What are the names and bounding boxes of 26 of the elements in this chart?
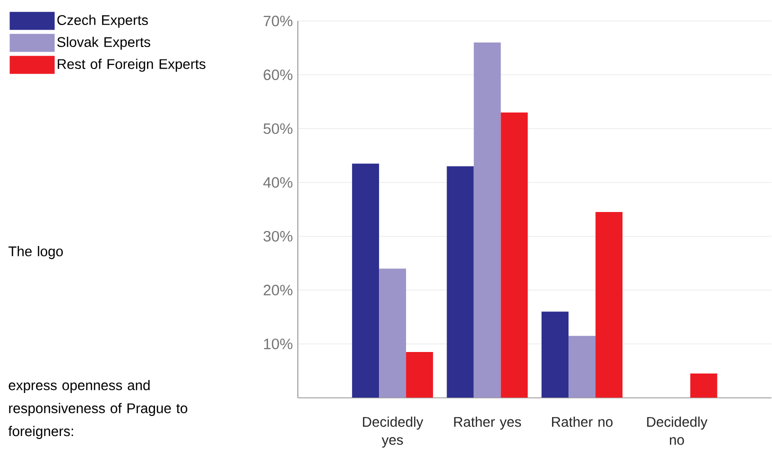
legend-label: Rest of Foreign Experts	[58, 58, 206, 72]
bar	[596, 212, 622, 398]
bar	[379, 268, 406, 398]
bar	[446, 166, 474, 398]
y-tick-label: 10%	[264, 338, 292, 350]
bar	[474, 42, 501, 398]
legend-label: Slovak Experts	[57, 36, 150, 50]
x-tick-label: Rather yes	[454, 416, 521, 430]
x-tick-label: Decidedly no	[647, 416, 708, 446]
text: express openness and responsiveness of Prague to foreigners:	[8, 380, 188, 440]
y-tick-label: 20%	[264, 284, 292, 296]
y-tick-label: 70%	[264, 16, 292, 26]
y-tick-label: 50%	[264, 123, 292, 134]
bar	[690, 374, 718, 398]
x-tick-label: Rather no	[552, 416, 613, 428]
y-tick-label: 40%	[263, 177, 292, 188]
y-tick-label: 30%	[264, 231, 292, 242]
bar	[500, 112, 528, 398]
legend-label: Czech Experts	[57, 14, 148, 28]
bar	[542, 312, 569, 398]
bar	[406, 352, 434, 398]
y-tick-label: 60%	[264, 70, 292, 80]
text: The logo	[8, 246, 63, 260]
x-tick-label: Decidedly yes	[362, 416, 424, 448]
bar	[568, 336, 596, 398]
bar	[352, 164, 380, 398]
